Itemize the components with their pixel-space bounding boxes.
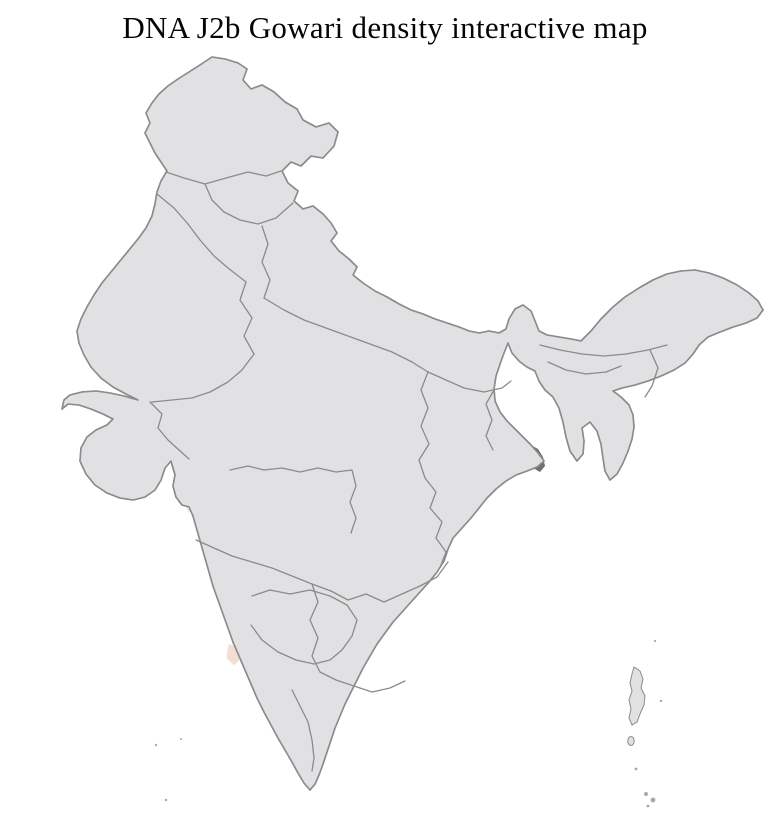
map-title: DNA J2b Gowari density interactive map bbox=[122, 10, 648, 45]
lakshadweep-islands bbox=[154, 738, 182, 802]
district-density1[interactable] bbox=[225, 643, 243, 667]
andaman-nicobar-islands bbox=[627, 639, 663, 808]
state-borders bbox=[149, 170, 668, 772]
